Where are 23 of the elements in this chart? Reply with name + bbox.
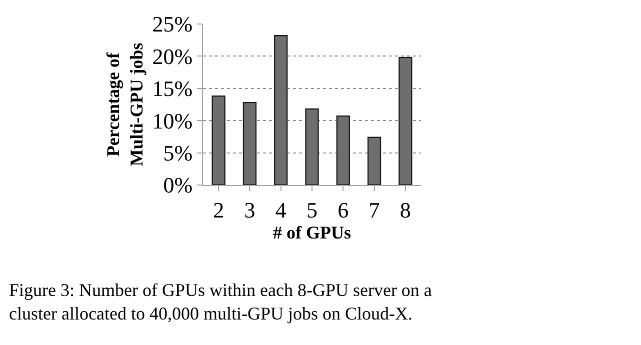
bar [305,108,319,185]
x-tick-label: 3 [244,197,256,222]
y-tick-label: 5% [163,140,193,166]
x-tick-label: 7 [368,197,380,222]
x-tick-label: 2 [213,197,224,222]
y-tick-label: 15% [152,76,193,102]
bar [212,96,226,185]
bar [274,34,288,185]
x-tick-label: 4 [275,197,286,222]
bar [367,136,382,185]
caption: Figure 3: Number of GPUs within each 8-GPU server on a cluster allocated to 40,000 multi-GPU jobs on Cloud-X. [9,280,432,324]
bar [398,56,412,185]
y-axis-title: Percentage of Multi-GPU jobs [103,42,146,166]
bar [242,102,257,185]
x-tick-label: 8 [400,197,411,222]
y-tick-label: 10% [152,108,193,134]
y-tick-label: 20% [152,44,193,69]
x-tick-label: 5 [306,197,318,222]
x-tick-label: 6 [338,197,349,222]
y-tick-label: 0% [163,172,193,198]
x-axis-title: # of GPUs [273,222,351,242]
bar [336,115,350,185]
y-tick-label: 25% [152,12,193,37]
